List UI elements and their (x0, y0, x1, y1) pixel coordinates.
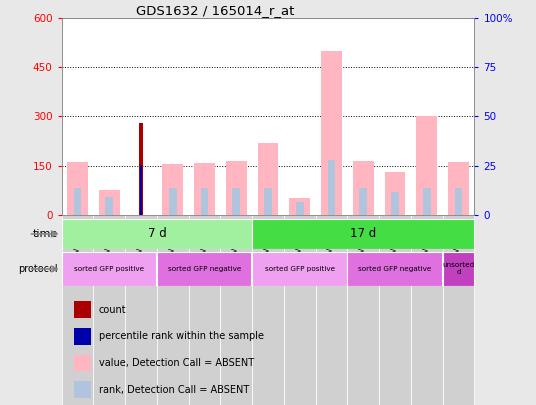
Text: unsorted
d: unsorted d (442, 262, 474, 275)
Bar (232, 188, 240, 215)
Bar (252, 215, 284, 405)
Bar (443, 252, 473, 286)
Bar (189, 215, 220, 405)
Bar (139, 123, 143, 215)
Bar (62, 219, 252, 249)
Bar (200, 188, 209, 215)
Text: protocol: protocol (18, 264, 57, 274)
Text: count: count (99, 305, 126, 315)
Bar (327, 160, 336, 215)
Bar (157, 252, 251, 286)
Bar (258, 143, 278, 215)
Bar (455, 188, 463, 215)
Bar (321, 51, 342, 215)
Bar (74, 355, 91, 371)
Bar (448, 162, 469, 215)
Bar (73, 188, 81, 215)
Text: time: time (32, 229, 57, 239)
Bar (411, 215, 443, 405)
Bar (99, 190, 120, 215)
Bar (316, 215, 347, 405)
Bar (74, 382, 91, 398)
Text: sorted GFP negative: sorted GFP negative (168, 266, 241, 272)
Text: sorted GFP positive: sorted GFP positive (74, 266, 144, 272)
Text: sorted GFP positive: sorted GFP positive (265, 266, 335, 272)
Bar (93, 215, 125, 405)
Bar (391, 192, 399, 215)
Text: 17 d: 17 d (350, 227, 376, 241)
Bar (226, 161, 247, 215)
Bar (252, 252, 347, 286)
Bar (74, 301, 91, 318)
Bar (284, 215, 316, 405)
Bar (252, 219, 474, 249)
Bar (416, 117, 437, 215)
Bar (353, 161, 374, 215)
Bar (194, 163, 215, 215)
Text: GDS1632 / 165014_r_at: GDS1632 / 165014_r_at (136, 4, 294, 17)
Bar (385, 172, 405, 215)
Text: value, Detection Call = ABSENT: value, Detection Call = ABSENT (99, 358, 254, 368)
Bar (347, 215, 379, 405)
Bar (74, 328, 91, 345)
Text: rank, Detection Call = ABSENT: rank, Detection Call = ABSENT (99, 385, 249, 395)
Bar (67, 162, 88, 215)
Bar (379, 215, 411, 405)
Bar (264, 188, 272, 215)
Text: percentile rank within the sample: percentile rank within the sample (99, 331, 264, 341)
Bar (62, 215, 93, 405)
Bar (289, 198, 310, 215)
Bar (140, 165, 143, 215)
Bar (169, 188, 177, 215)
Bar (220, 215, 252, 405)
Bar (125, 215, 157, 405)
Bar (347, 252, 442, 286)
Bar (296, 202, 304, 215)
Bar (62, 252, 156, 286)
Bar (157, 215, 189, 405)
Bar (359, 188, 367, 215)
Bar (443, 215, 474, 405)
Bar (423, 188, 430, 215)
Bar (162, 164, 183, 215)
Text: 7 d: 7 d (147, 227, 166, 241)
Bar (106, 197, 113, 215)
Text: sorted GFP negative: sorted GFP negative (358, 266, 431, 272)
